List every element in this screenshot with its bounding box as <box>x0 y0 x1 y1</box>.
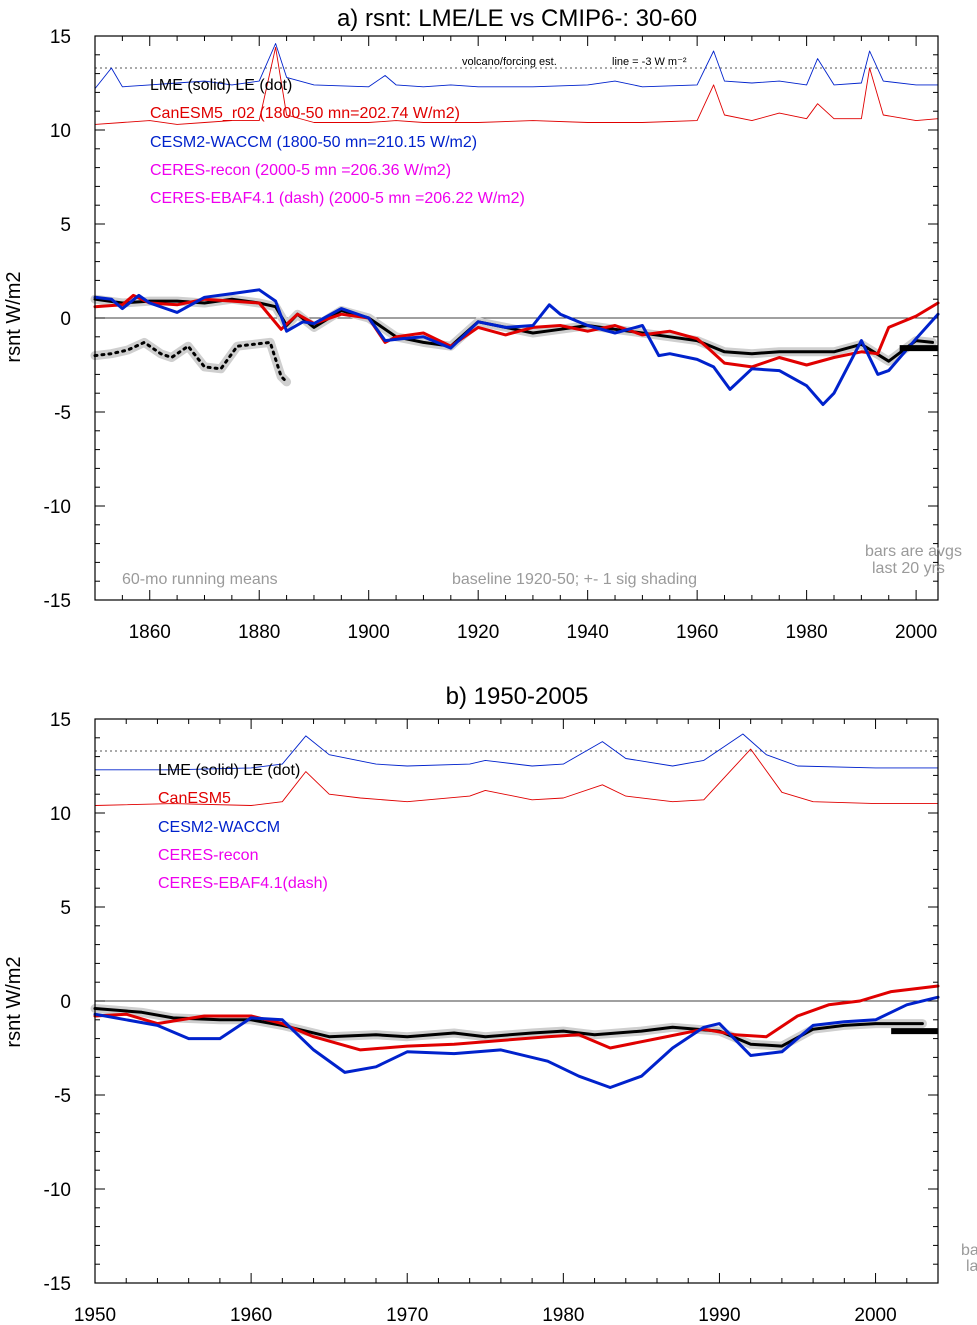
panel-a-xtick-label: 1880 <box>238 622 280 643</box>
note-b-la: la <box>966 1258 977 1275</box>
panel-b-series-lme-solid <box>93 1007 924 1048</box>
panel-a-series-canesm5-r02 <box>93 293 940 369</box>
panel-b-xtick-label: 1980 <box>542 1305 584 1325</box>
panel-a-xtick-label: 1960 <box>676 622 718 643</box>
panel-a-xtick-label: 1920 <box>457 622 499 643</box>
panel-a: a) rsnt: LME/LE vs CMIP6-: 30-60 rsnt W/… <box>3 5 962 643</box>
panel-a-xtick-label: 1860 <box>129 622 171 643</box>
panel-a-ylabel: rsnt W/m2 <box>3 271 25 362</box>
panel-a-ytick-label: -10 <box>44 497 71 518</box>
panel-b-frame <box>94 718 939 1284</box>
panel-a-axes: 15 10 5 0 -5 -10 -15 1860 1880 1900 1920 1940 1960 19… <box>44 27 938 643</box>
panel-a-xtick-label: 1980 <box>785 622 827 643</box>
legend-cesm2: CESM2-WACCM (1800-50 mn=210.15 W/m2) <box>150 134 477 151</box>
legend-b-canesm5: CanESM5 <box>158 790 231 807</box>
panel-b-series-cesm2-waccm <box>93 995 940 1089</box>
panel-b-ytick-label: 15 <box>50 710 71 731</box>
legend-b-cesm2: CESM2-WACCM <box>158 819 280 836</box>
panel-a-ytick-label: 0 <box>60 309 71 330</box>
panel-b-title: b) 1950-2005 <box>446 683 589 710</box>
note-bars-avgs: bars are avgs <box>865 543 962 560</box>
panel-b-forcing-canesm5 <box>94 748 938 806</box>
legend-b-lme-le: LME (solid) LE (dot) <box>158 762 300 779</box>
panel-a-series-cesm2-waccm <box>93 288 940 406</box>
note-running-means: 60-mo running means <box>122 571 278 588</box>
panel-a-xtick-label: 1900 <box>348 622 390 643</box>
panel-b-ylabel: rsnt W/m2 <box>3 956 25 1047</box>
panel-b-xtick-label: 1970 <box>386 1305 428 1325</box>
panel-a-ytick-label: 10 <box>50 121 71 142</box>
panel-a-ytick-label: -15 <box>44 591 71 612</box>
panel-a-title: a) rsnt: LME/LE vs CMIP6-: 30-60 <box>337 5 697 32</box>
panel-b-ytick-label: -5 <box>54 1086 71 1107</box>
legend-b-ceres-ebaf: CERES-EBAF4.1(dash) <box>158 875 328 892</box>
panel-b-forcing-cesm2-waccm <box>95 733 938 771</box>
note-baseline: baseline 1920-50; +- 1 sig shading <box>452 571 697 588</box>
legend-canesm5: CanESM5_r02 (1800-50 mn=202.74 W/m2) <box>150 105 460 122</box>
panel-a-xtick-label: 1940 <box>567 622 609 643</box>
legend-lme-le: LME (solid) LE (dot) <box>150 77 292 94</box>
note-line: line = -3 W m⁻² <box>612 56 687 68</box>
legend-ceres-ebaf: CERES-EBAF4.1 (dash) (2000-5 mn =206.22 … <box>150 190 525 207</box>
panel-a-series-lme-solid <box>93 297 934 363</box>
panel-b-series <box>90 733 940 1089</box>
legend-ceres-recon: CERES-recon (2000-5 mn =206.36 W/m2) <box>150 162 451 179</box>
panel-b-ytick-label: 10 <box>50 804 71 825</box>
panel-b-ytick-label: -10 <box>44 1180 71 1201</box>
panel-a-forcing-canesm5-r02 <box>94 46 939 125</box>
panel-b-ytick-label: -15 <box>44 1274 71 1295</box>
panel-b-xtick-label: 2000 <box>854 1305 896 1325</box>
panel-a-series-le-dot <box>93 340 289 384</box>
panel-a-ytick-label: 5 <box>60 215 71 236</box>
panel-b-ytick-label: 5 <box>60 898 71 919</box>
note-volcano: volcano/forcing est. <box>462 56 557 68</box>
panel-a-xtick-label: 2000 <box>895 622 937 643</box>
panel-b: b) 1950-2005 rsnt W/m2 15 10 5 0 -5 -10 -15195… <box>3 683 977 1325</box>
legend-b-ceres-recon: CERES-recon <box>158 847 258 864</box>
panel-b-xtick-label: 1950 <box>74 1305 116 1325</box>
note-b-ba: ba <box>961 1242 977 1259</box>
panel-a-legend: LME (solid) LE (dot) CanESM5_r02 (1800-5… <box>150 77 525 207</box>
note-last-20: last 20 yrs <box>872 560 945 577</box>
panel-b-xtick-label: 1990 <box>698 1305 740 1325</box>
panel-b-legend: LME (solid) LE (dot) CanESM5 CESM2-WACCM… <box>158 762 328 892</box>
panel-a-ytick-label: -5 <box>54 403 71 424</box>
panel-a-ytick-label: 15 <box>50 27 71 48</box>
panel-a-series <box>90 43 940 406</box>
panel-b-ytick-label: 0 <box>60 992 71 1013</box>
panel-a-forcing-cesm2-waccm <box>94 43 938 89</box>
panel-a-frame <box>94 35 939 601</box>
panel-b-series-canesm5 <box>93 984 940 1052</box>
panel-b-xtick-label: 1960 <box>230 1305 272 1325</box>
